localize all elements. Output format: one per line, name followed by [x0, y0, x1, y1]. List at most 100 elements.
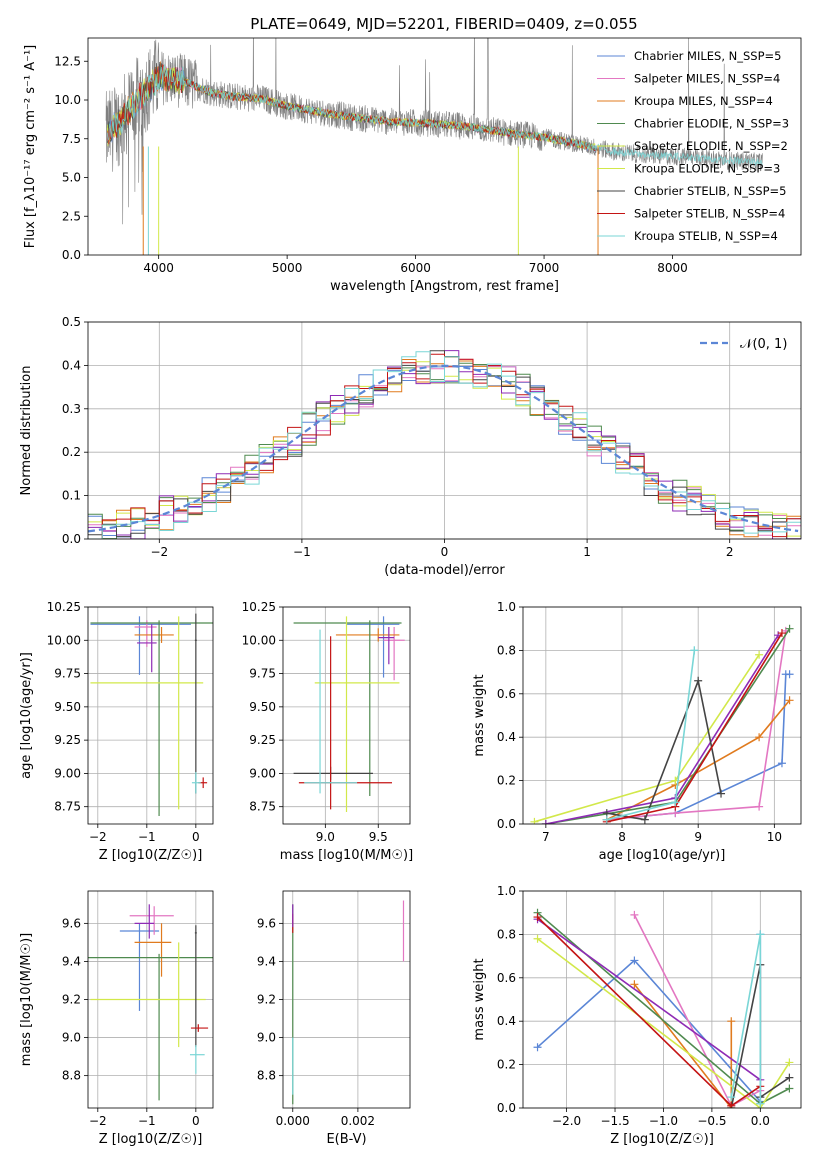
x-tick-label: −1.0	[649, 1114, 678, 1128]
weight-line-6	[606, 677, 722, 821]
x-axis-label: mass [log10(M/M☉)]	[280, 848, 413, 863]
x-tick-label: 7	[542, 830, 550, 844]
weight-marker	[756, 1099, 765, 1108]
y-tick-label: 0.3	[62, 402, 81, 416]
y-tick-label: 10.0	[54, 93, 81, 107]
y-tick-label: 0.4	[497, 1014, 516, 1028]
x-tick-label: −1	[138, 1114, 156, 1128]
weight-line-5	[545, 634, 779, 824]
weight-marker	[630, 956, 639, 965]
x-tick-label: 0	[192, 1114, 200, 1128]
y-tick-label: 0.6	[497, 971, 516, 985]
plot-area	[530, 624, 794, 824]
axes-frame	[522, 606, 802, 825]
y-tick-label: 9.75	[54, 667, 81, 681]
y-tick-label: 0.5	[62, 315, 81, 329]
legend-label: Salpeter ELODIE, N_SSP=2	[634, 139, 788, 153]
errorbar-point	[383, 626, 405, 681]
panel-mass_vs_ebv: 0.000 0.002 8.8 9.0 9.2 9.4 9.6 E(B-V)	[257, 890, 411, 1147]
y-tick-label: 9.50	[54, 700, 81, 714]
axes-frame	[282, 606, 411, 825]
weight-marker	[533, 934, 542, 943]
x-axis-label: wavelength [Angstrom, rest frame]	[330, 279, 559, 294]
y-tick-label: 0.2	[497, 1058, 516, 1072]
x-tick-label: 2	[726, 545, 734, 559]
errorbar-point	[293, 766, 373, 781]
y-tick-label: 12.5	[54, 54, 81, 68]
x-tick-label: 8000	[657, 261, 688, 275]
weight-marker	[777, 629, 786, 638]
weight-line-4	[534, 654, 760, 823]
histogram-7	[88, 353, 801, 539]
weight-marker	[785, 670, 794, 679]
weight-marker	[530, 817, 539, 824]
errorbar-point	[134, 904, 155, 939]
legend-label: 𝒩(0, 1)	[740, 337, 787, 352]
weight-marker	[694, 676, 703, 685]
x-tick-label: 0	[441, 545, 449, 559]
errorbar-point	[346, 616, 400, 678]
errorbar-point	[90, 942, 206, 1048]
y-tick-label: 8.75	[54, 800, 81, 814]
legend-label: Kroupa MILES, N_SSP=4	[634, 94, 773, 108]
errorbar-point	[314, 616, 400, 813]
x-tick-label: −0.5	[697, 1114, 726, 1128]
legend-label: Chabrier STELIB, N_SSP=5	[634, 184, 786, 198]
y-tick-label: 9.4	[62, 954, 81, 968]
axes-frame	[87, 606, 214, 825]
errorbar-point	[189, 1045, 205, 1074]
plot-area	[88, 904, 213, 1101]
y-tick-label: 10.00	[242, 633, 276, 647]
y-tick-label: 9.2	[257, 993, 276, 1007]
x-axis-label: (data-model)/error	[384, 563, 505, 578]
y-tick-label: 10.00	[47, 633, 81, 647]
legend-label: Chabrier ELODIE, N_SSP=3	[634, 117, 789, 131]
panel-age_vs_Z: −2 −1 0 8.75 9.00 9.25 9.50 9.75 10.00 10.25 Z [lo…	[19, 600, 214, 863]
y-tick-label: 5.0	[62, 171, 81, 185]
x-tick-label: 0	[192, 830, 200, 844]
errorbar-point	[137, 624, 157, 673]
plot-area	[88, 350, 801, 539]
y-tick-label: 9.4	[257, 954, 276, 968]
panel-mass_weight_vs_Z: −2.0 −1.5 −1.0 −0.5 0.0 0.0 0.2 0.4 0.6 0.8 1.0 Z […	[472, 884, 802, 1147]
y-axis-label: mass weight	[472, 674, 487, 756]
legend-label: Kroupa ELODIE, N_SSP=3	[634, 162, 780, 176]
y-tick-label: 9.0	[62, 1031, 81, 1045]
x-tick-label: 0.002	[341, 1114, 375, 1128]
legend-label: Salpeter MILES, N_SSP=4	[634, 72, 780, 86]
weight-marker	[630, 910, 639, 919]
y-tick-label: 7.5	[62, 132, 81, 146]
weight-line-4	[537, 938, 791, 1108]
weight-line-8	[730, 934, 762, 1104]
y-tick-label: 9.0	[257, 1031, 276, 1045]
y-tick-label: 0.0	[497, 817, 516, 831]
model-spectrum-8	[106, 64, 763, 167]
y-tick-label: 1.0	[497, 600, 516, 614]
panel-mass_vs_Z: −2 −1 0 8.8 9.0 9.2 9.4 9.6 Z [log10(Z/Z☉)] mass …	[19, 890, 214, 1147]
legend-label: Salpeter STELIB, N_SSP=4	[634, 207, 785, 221]
weight-marker	[777, 759, 786, 768]
errorbar-point	[194, 925, 197, 1048]
y-tick-label: 0.0	[62, 532, 81, 546]
weight-marker	[717, 789, 726, 798]
weight-line-3	[545, 628, 791, 824]
y-axis-label: Flux [f_λ10⁻¹⁷ erg cm⁻² s⁻¹ A⁻¹]	[23, 45, 38, 249]
y-tick-label: 9.6	[62, 916, 81, 930]
errorbar-point	[90, 616, 191, 675]
weight-marker	[727, 1101, 736, 1108]
errorbar-point	[129, 906, 174, 935]
weight-line-0	[536, 934, 762, 1104]
y-tick-label: 0.0	[497, 1101, 516, 1115]
weight-marker	[533, 913, 542, 922]
axes-frame	[87, 321, 802, 540]
x-tick-label: −2	[150, 545, 168, 559]
x-axis-label: Z [log10(Z/Z☉)]	[99, 848, 203, 863]
x-tick-label: 6000	[400, 261, 431, 275]
y-tick-label: 9.50	[249, 700, 276, 714]
weight-marker	[755, 650, 764, 659]
weight-marker	[755, 802, 764, 811]
weight-marker	[541, 820, 550, 824]
weight-marker	[785, 1084, 794, 1093]
panel-spectrum: 4000 5000 6000 7000 8000 0.0 2.5 5.0 7.5 10.0 12.5…	[23, 37, 802, 294]
weight-marker	[756, 930, 765, 939]
